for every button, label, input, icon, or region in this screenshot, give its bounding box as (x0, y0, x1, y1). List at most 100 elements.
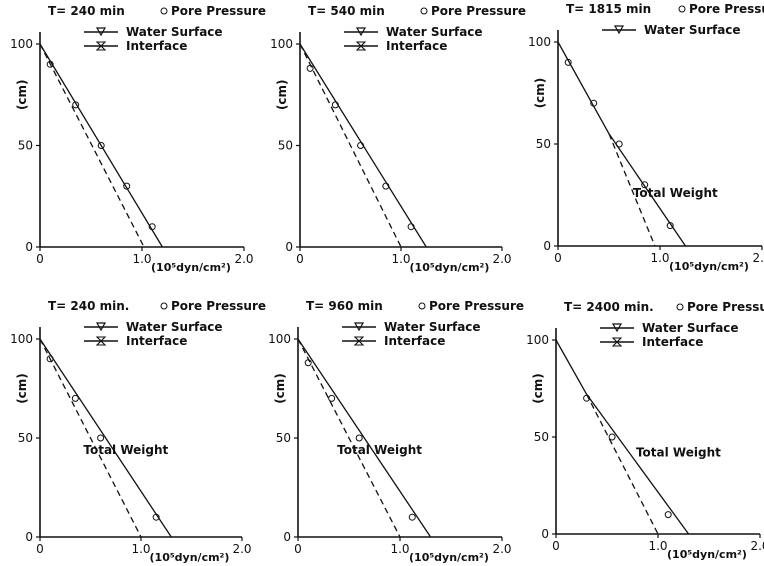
legend-marker-down-triangle (353, 322, 365, 332)
x-tick-label: 2.0 (492, 542, 511, 556)
x-tick-label: 0 (294, 542, 302, 556)
legend-label: Interface (126, 334, 187, 348)
y-axis-label: (cm) (531, 373, 545, 404)
x-tick-label: 2.0 (232, 542, 251, 556)
chart-panel-3: 0 50 100 0 1.0 2.0 (cm) (10⁵dyn/cm²) T= 1815 min… (528, 2, 764, 273)
y-axis-label: (cm) (273, 373, 287, 404)
y-axis-label: (cm) (533, 78, 547, 109)
chart-title: T= 960 min (306, 299, 383, 313)
x-tick-label: 1.0 (391, 252, 410, 266)
legend-label: Water Surface (644, 23, 741, 37)
series-line-water-surface (557, 41, 610, 135)
legend-label: Water Surface (126, 25, 223, 39)
legend-label: Interface (384, 334, 445, 348)
y-axis-label: (cm) (275, 79, 289, 110)
x-axis-label: (10⁵dyn/cm²) (410, 261, 490, 274)
x-tick-label: 2.0 (492, 252, 511, 266)
data-point (71, 394, 79, 402)
series-line-total-weight (39, 338, 172, 538)
legend-label: Water Surface (386, 25, 483, 39)
legend-label: Interface (642, 335, 703, 349)
legend-label: Pore Pressure (687, 300, 764, 314)
y-tick-label: 50 (276, 431, 291, 445)
data-point (97, 142, 105, 149)
data-point (72, 101, 80, 109)
annotation-label: Total Weight (337, 443, 422, 457)
y-tick-label: 0 (25, 530, 33, 544)
data-point (355, 434, 363, 442)
data-point (328, 394, 336, 402)
annotation-label: Total Weight (633, 186, 718, 200)
y-tick-label: 50 (18, 139, 33, 153)
legend-label: Water Surface (126, 320, 223, 334)
legend-label: Water Surface (642, 321, 739, 335)
x-tick-label: 1.0 (390, 542, 409, 556)
y-axis-label: (cm) (15, 79, 29, 110)
data-point (608, 433, 616, 441)
x-tick-label: 1.0 (132, 252, 151, 266)
chart-panel-1: 0 50 100 0 1.0 2.0 (cm) (10⁵dyn/cm²) T= 240 min P… (10, 4, 266, 274)
chart-panel-6: 0 50 100 0 1.0 2.0 (cm) (10⁵dyn/cm²) T= 2400 min… (526, 300, 764, 561)
legend-marker-pore-pressure (676, 303, 684, 311)
data-point (97, 434, 105, 442)
chart-panel-2: 0 50 100 0 1.0 2.0 (cm) (10⁵dyn/cm²) T= 540 min P… (270, 4, 526, 274)
y-tick-label: 0 (285, 240, 293, 254)
y-tick-label: 100 (526, 333, 549, 347)
y-tick-label: 100 (268, 332, 291, 346)
x-tick-label: 1.0 (131, 542, 150, 556)
legend-label: Interface (126, 39, 187, 53)
x-axis-label: (10⁵dyn/cm²) (151, 261, 231, 274)
y-tick-label: 100 (10, 37, 33, 51)
annotation-label: Total Weight (636, 445, 721, 459)
legend-marker-down-triangle (355, 27, 367, 37)
x-tick-label: 0 (36, 542, 44, 556)
series-line-interface (39, 43, 145, 248)
series-line-water-surface (299, 43, 427, 248)
chart-title: T= 240 min (48, 4, 125, 18)
series-line-interface (297, 338, 401, 538)
x-tick-label: 1.0 (648, 539, 667, 553)
x-axis-label: (10⁵dyn/cm²) (409, 551, 489, 564)
data-point (306, 64, 314, 72)
legend-marker-pore-pressure (418, 302, 426, 310)
x-tick-label: 2.0 (750, 539, 764, 553)
series-line-interface (586, 394, 659, 535)
x-tick-label: 0 (36, 252, 44, 266)
y-tick-label: 100 (270, 37, 293, 51)
annotation-label: Total Weight (83, 443, 168, 457)
series-line-interface (39, 338, 142, 538)
y-tick-label: 100 (528, 35, 551, 49)
y-tick-label: 0 (25, 240, 33, 254)
series-line-interface (608, 133, 656, 247)
legend-marker-hourglass (355, 41, 367, 51)
x-axis-label: (10⁵dyn/cm²) (669, 260, 749, 273)
y-tick-label: 50 (534, 430, 549, 444)
y-tick-label: 0 (541, 527, 549, 541)
legend-label: Pore Pressure (171, 4, 266, 18)
legend-marker-hourglass (95, 41, 107, 51)
x-tick-label: 0 (552, 539, 560, 553)
legend-label: Pore Pressure (431, 4, 526, 18)
legend-marker-down-triangle (95, 27, 107, 37)
series-line-total-weight (555, 339, 690, 535)
x-axis-label: (10⁵dyn/cm²) (667, 548, 747, 561)
data-point (664, 511, 672, 519)
legend-marker-down-triangle (95, 322, 107, 332)
legend-marker-pore-pressure (678, 5, 686, 13)
legend-marker-pore-pressure (420, 7, 428, 15)
x-tick-label: 0 (296, 252, 304, 266)
x-tick-label: 2.0 (234, 252, 253, 266)
y-axis-label: (cm) (15, 373, 29, 404)
y-tick-label: 100 (10, 332, 33, 346)
chart-title: T= 240 min. (48, 299, 129, 313)
data-point (123, 182, 131, 190)
legend-label: Interface (386, 39, 447, 53)
data-point (408, 513, 416, 521)
data-point (641, 181, 649, 189)
chart-panel-5: 0 50 100 0 1.0 2.0 (cm) (10⁵dyn/cm²) T= 960 min P… (268, 299, 524, 564)
legend-marker-hourglass (95, 336, 107, 346)
legend-marker-hourglass (353, 336, 365, 346)
x-axis-label: (10⁵dyn/cm²) (150, 551, 230, 564)
legend-label: Water Surface (384, 320, 481, 334)
